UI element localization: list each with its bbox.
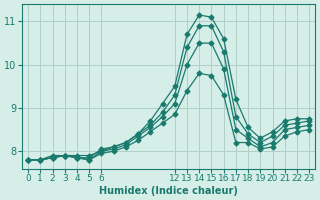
X-axis label: Humidex (Indice chaleur): Humidex (Indice chaleur) [99,186,238,196]
